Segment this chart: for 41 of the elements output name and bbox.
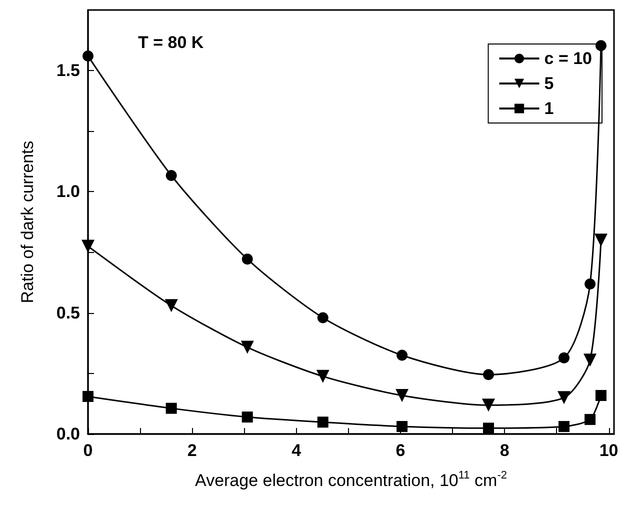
point bbox=[242, 412, 253, 423]
point bbox=[558, 420, 570, 432]
x-tick-label: 6 bbox=[396, 441, 406, 460]
point bbox=[317, 312, 328, 324]
point bbox=[164, 299, 178, 312]
text: 0.0 bbox=[56, 424, 80, 444]
point bbox=[82, 390, 94, 402]
y-tick-label: 1.0 bbox=[56, 182, 80, 202]
x-tick-label: 4 bbox=[292, 441, 302, 460]
x-tick-label: 8 bbox=[500, 441, 510, 460]
point bbox=[584, 414, 596, 425]
point bbox=[595, 390, 606, 401]
x-tick-label: 10 bbox=[599, 441, 618, 460]
point bbox=[166, 402, 177, 414]
point bbox=[82, 50, 94, 62]
point bbox=[396, 350, 408, 361]
point bbox=[558, 352, 570, 364]
legend-label: 1 bbox=[544, 99, 554, 118]
point bbox=[584, 278, 596, 290]
y-tick-label: 0.5 bbox=[56, 303, 80, 322]
x-tick-label: 0 bbox=[83, 441, 93, 460]
point bbox=[396, 388, 409, 402]
point bbox=[558, 391, 571, 404]
y-axis-title: Ratio of dark currents bbox=[18, 140, 37, 304]
point bbox=[594, 234, 608, 247]
point bbox=[482, 422, 494, 434]
point bbox=[482, 398, 495, 412]
point bbox=[242, 254, 253, 265]
point bbox=[240, 340, 254, 354]
point bbox=[82, 240, 94, 253]
y-tick-label: 1.5 bbox=[56, 61, 80, 80]
point bbox=[166, 170, 177, 181]
point bbox=[584, 354, 597, 367]
x-tick-label: 2 bbox=[187, 441, 197, 460]
point bbox=[316, 370, 330, 383]
point bbox=[396, 420, 408, 432]
point bbox=[317, 416, 328, 428]
legend-label: 5 bbox=[544, 74, 554, 93]
point bbox=[483, 369, 494, 380]
annotation: T = 80 K bbox=[138, 33, 204, 52]
legend-label: c = 10 bbox=[544, 49, 592, 68]
